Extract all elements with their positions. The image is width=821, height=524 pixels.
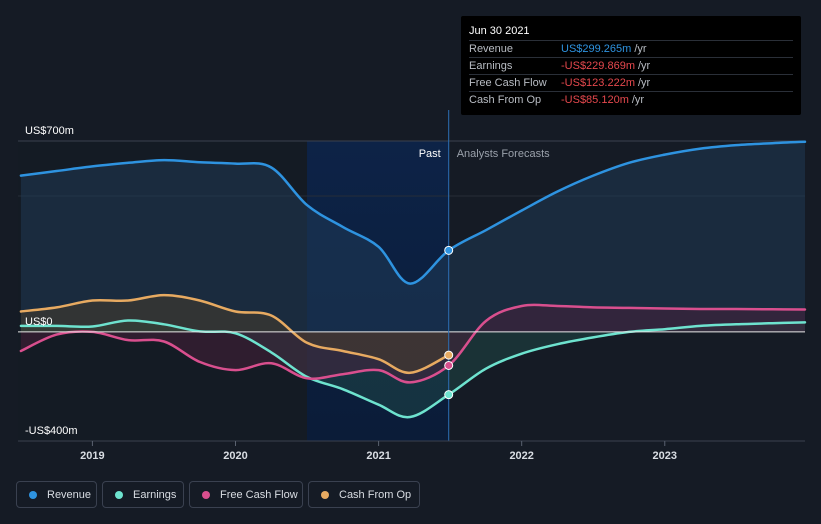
legend-dot-icon	[115, 490, 123, 499]
earnings-marker[interactable]	[444, 390, 454, 400]
legend-label: Earnings	[133, 488, 177, 501]
tooltip-row-unit: /yr	[638, 60, 651, 72]
tooltip-row-earnings: Earnings -US$229.869m/yr	[469, 57, 793, 75]
legend-dot-icon	[202, 490, 210, 499]
tooltip-row-unit: /yr	[631, 94, 645, 106]
legend-label: Revenue	[47, 488, 92, 501]
tooltip-row-unit: /yr	[638, 77, 651, 89]
legend-item-cash-from-op[interactable]: Cash From Op	[308, 481, 420, 508]
free-cash-flow-line	[19, 303, 807, 384]
tooltip-row-value: -US$229.869m/yr	[561, 60, 651, 72]
cash-from-op-area	[20, 295, 449, 373]
legend-label: Free Cash Flow	[220, 488, 298, 501]
legend-item-earnings[interactable]: Earnings	[102, 481, 184, 508]
tooltip-row-label: Revenue	[469, 43, 514, 55]
tooltip-date: Jun 30 2021	[469, 25, 530, 37]
legend-item-free-cash-flow[interactable]: Free Cash Flow	[189, 481, 303, 508]
x-tick-label: 2019	[80, 450, 104, 462]
cash-from-op-line	[19, 293, 450, 375]
tooltip-row-value: US$299.265m/yr	[561, 43, 647, 55]
x-tick-label: 2021	[366, 450, 390, 462]
tooltip-row-value: -US$85.120m/yr	[561, 94, 645, 106]
tooltip-row-label: Cash From Op	[469, 94, 542, 106]
tooltip-row-revenue: Revenue US$299.265m/yr	[469, 40, 793, 58]
y-tick-label: -US$400m	[25, 425, 78, 437]
tooltip: Jun 30 2021 Revenue US$299.265m/yr Earning…	[461, 16, 801, 115]
tooltip-row-cash-from-op: Cash From Op -US$85.120m/yr	[469, 91, 793, 109]
legend-label: Cash From Op	[339, 488, 412, 501]
x-tick-label: 2022	[509, 450, 533, 462]
legend-item-revenue[interactable]: Revenue	[16, 481, 97, 508]
y-tick-label: US$700m	[25, 125, 74, 137]
legend-dot-icon	[29, 490, 37, 499]
x-tick-label: 2020	[223, 450, 247, 462]
revenue-area	[20, 141, 805, 332]
forecast-label: Analysts Forecasts	[457, 148, 550, 160]
legend-dot-icon	[321, 490, 329, 499]
tooltip-row-label: Earnings	[469, 60, 513, 72]
x-tick-label: 2023	[653, 450, 677, 462]
tooltip-row-unit: /yr	[634, 43, 647, 55]
tooltip-row-value: -US$123.222m/yr	[561, 77, 651, 89]
tooltip-row-free-cash-flow: Free Cash Flow -US$123.222m/yr	[469, 74, 793, 92]
tooltip-row-label: Free Cash Flow	[469, 77, 547, 89]
revenue-marker[interactable]	[444, 245, 454, 255]
y-tick-label: US$0	[25, 316, 53, 328]
cash-from-op-marker[interactable]	[444, 350, 454, 360]
free-cash-flow-marker[interactable]	[444, 360, 454, 370]
past-label: Past	[419, 148, 441, 160]
revenue-line	[19, 140, 807, 285]
earnings-line	[19, 319, 807, 419]
